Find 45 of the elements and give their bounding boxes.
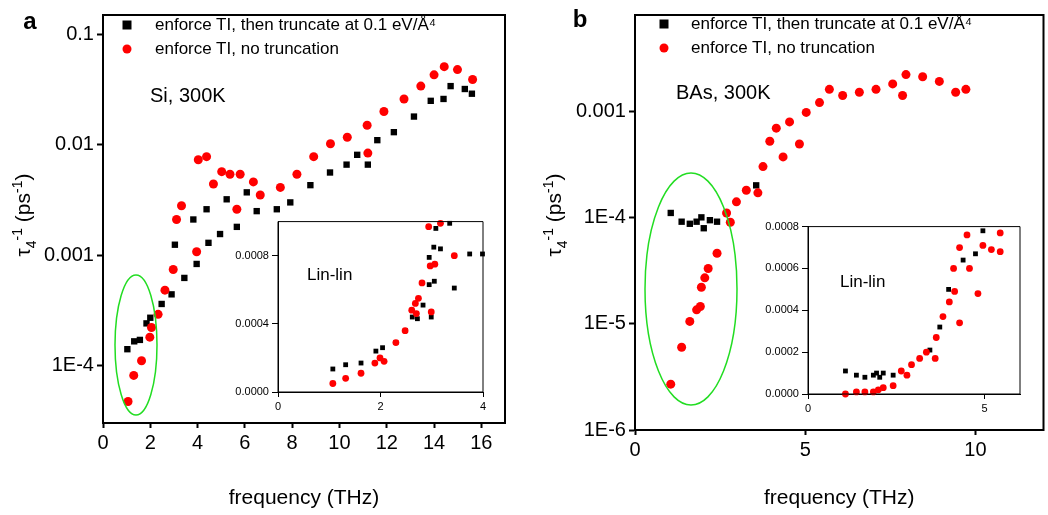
x-axis-title: frequency (THz) (763, 485, 915, 509)
y-tick-label: 0.0008 (235, 248, 269, 261)
y-tick-label: 1E-5 (583, 311, 626, 334)
legend-label: enforce TI, then truncate at 0.1 eV/Å⁴ (691, 13, 973, 33)
x-tick-label: 10 (328, 430, 351, 453)
y-tick-label: 0.0006 (765, 261, 799, 274)
legend-label: enforce TI, no truncation (691, 37, 875, 57)
annotation: Si, 300K (150, 83, 227, 106)
x-tick-label: 2 (377, 399, 384, 412)
y-tick-label: 0.0004 (765, 303, 799, 316)
y-tick-label: 0.0004 (235, 316, 269, 329)
y-tick-label: 1E-4 (583, 204, 626, 227)
x-tick-label: 10 (964, 437, 987, 460)
x-tick-label: 0 (804, 401, 812, 414)
y-tick-label: 0.001 (575, 98, 626, 121)
legend-label: enforce TI, no truncation (155, 38, 339, 58)
y-tick-label: 0.0000 (235, 385, 269, 398)
annotation: Lin-lin (307, 264, 353, 284)
x-tick-label: 14 (422, 430, 446, 453)
annotation: Lin-lin (840, 271, 886, 291)
y-tick-label: 1E-4 (51, 352, 94, 375)
annotation: BAs, 300K (676, 80, 772, 103)
x-tick-label: 0 (97, 430, 109, 453)
x-tick-label: 16 (470, 430, 493, 453)
x-tick-label: 5 (981, 401, 988, 414)
x-tick-label: 0 (274, 399, 282, 412)
x-tick-label: 6 (239, 430, 251, 453)
y-tick-label: 0.001 (43, 242, 94, 265)
x-tick-label: 2 (144, 430, 156, 453)
y-tick-label: 0.0000 (765, 387, 799, 400)
x-tick-label: 4 (479, 399, 487, 412)
x-tick-label: 5 (799, 437, 811, 460)
x-tick-label: 12 (375, 430, 398, 453)
x-tick-label: 0 (629, 437, 641, 460)
y-tick-label: 0.0008 (765, 219, 799, 232)
legend-label: enforce TI, then truncate at 0.1 eV/Å⁴ (155, 14, 437, 34)
chart-title: b (572, 4, 588, 32)
y-tick-label: 0.01 (55, 132, 94, 155)
y-tick-label: 1E-6 (583, 417, 626, 440)
chart-title: a (23, 6, 38, 34)
x-tick-label: 4 (192, 430, 204, 453)
x-axis-title: frequency (THz) (228, 485, 380, 509)
x-tick-label: 8 (286, 430, 298, 453)
y-tick-label: 0.1 (66, 21, 94, 44)
y-tick-label: 0.0002 (765, 345, 799, 358)
